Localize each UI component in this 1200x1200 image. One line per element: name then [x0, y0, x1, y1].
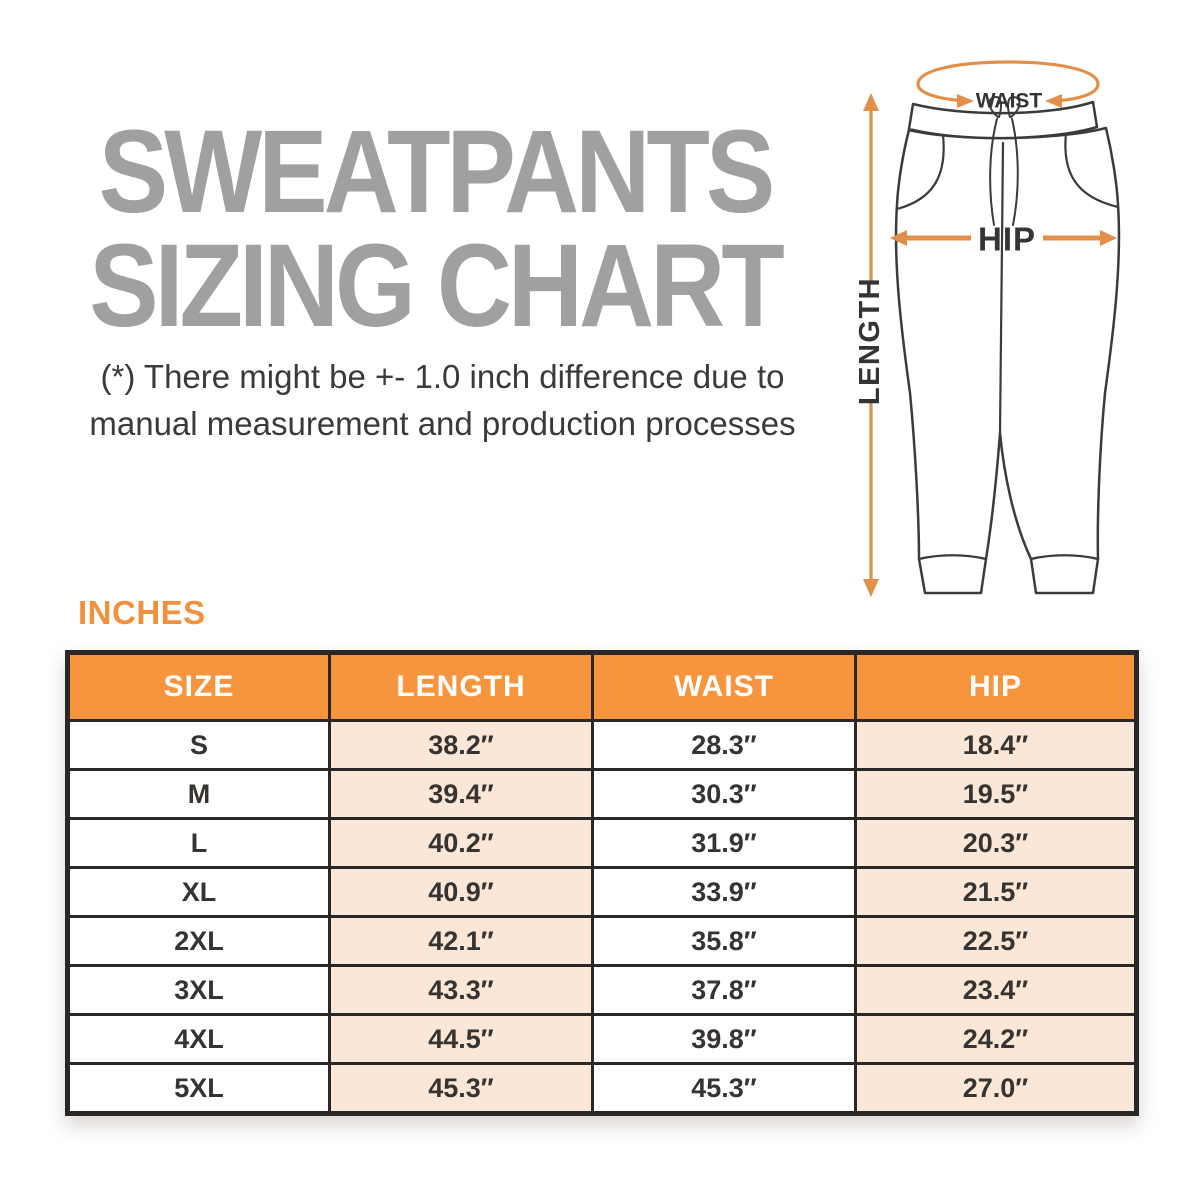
disclaimer-line-2: manual measurement and production proces…	[89, 405, 796, 442]
left-pocket-seam	[895, 133, 945, 211]
hip-cell: 21.5″	[854, 866, 1138, 918]
size-cell: XL	[66, 866, 331, 918]
hip-cell: 20.3″	[854, 817, 1138, 869]
table-row: 4XL 44.5″ 39.8″ 24.2″	[66, 1013, 1138, 1065]
size-cell: 2XL	[66, 915, 331, 967]
sweatpants-measure-diagram: WAIST HIP LENGTH	[840, 52, 1150, 604]
size-cell: 4XL	[66, 1013, 331, 1065]
length-cell: 43.3″	[328, 964, 594, 1016]
waist-cell: 37.8″	[591, 964, 857, 1016]
page-title-line-2: SIZING CHART	[89, 221, 785, 353]
length-arrow-icon	[863, 93, 879, 597]
sizing-table-body: S 38.2″ 28.3″ 18.4″ M 39.4″ 30.3″ 19.5″ …	[66, 719, 1138, 1115]
header-size: SIZE	[66, 651, 331, 722]
table-row: XL 40.9″ 33.9″ 21.5″	[66, 866, 1138, 918]
length-cell: 39.4″	[328, 768, 594, 820]
drawstring-left-loop	[988, 95, 1002, 118]
pants-silhouette	[894, 126, 1121, 595]
hip-cell: 27.0″	[854, 1062, 1138, 1115]
waist-girth-arrow-icon	[916, 60, 1100, 108]
table-row: 2XL 42.1″ 35.8″ 22.5″	[66, 915, 1138, 967]
waist-cell: 39.8″	[591, 1013, 857, 1065]
left-cuff-seam	[917, 554, 988, 561]
drawstring-right-cord	[1011, 118, 1019, 226]
hip-cell: 22.5″	[854, 915, 1138, 967]
size-cell: M	[66, 768, 331, 820]
disclaimer-line-1: (*) There might be +- 1.0 inch differenc…	[100, 358, 785, 395]
hip-cell: 24.2″	[854, 1013, 1138, 1065]
length-cell: 45.3″	[328, 1062, 594, 1115]
waist-cell: 35.8″	[591, 915, 857, 967]
waist-cell: 31.9″	[591, 817, 857, 869]
size-cell: 3XL	[66, 964, 331, 1016]
size-cell: S	[66, 719, 331, 771]
header-length: LENGTH	[328, 651, 594, 722]
hip-cell: 18.4″	[854, 719, 1138, 771]
length-label: LENGTH	[854, 277, 886, 405]
right-pocket-seam	[1064, 131, 1120, 209]
waist-cell: 28.3″	[591, 719, 857, 771]
waist-cell: 45.3″	[591, 1062, 857, 1115]
size-cell: 5XL	[66, 1062, 331, 1115]
drawstring-left-cord	[989, 118, 998, 226]
table-row: 5XL 45.3″ 45.3″ 27.0″	[66, 1062, 1138, 1115]
size-cell: L	[66, 817, 331, 869]
length-cell: 42.1″	[328, 915, 594, 967]
table-row: M 39.4″ 30.3″ 19.5″	[66, 768, 1138, 820]
hip-cell: 23.4″	[854, 964, 1138, 1016]
sweatpants-drawing: WAIST HIP LENGTH	[854, 60, 1121, 597]
length-cell: 40.9″	[328, 866, 594, 918]
waist-cell: 30.3″	[591, 768, 857, 820]
right-cuff-seam	[1029, 554, 1100, 561]
waistband	[907, 100, 1099, 140]
length-cell: 44.5″	[328, 1013, 594, 1065]
front-rise-seam	[998, 141, 1005, 435]
page-title-line-1: SWEATPANTS	[98, 106, 776, 239]
measurement-disclaimer: (*) There might be +- 1.0 inch differenc…	[25, 353, 860, 447]
hip-cell: 19.5″	[854, 768, 1138, 820]
waist-label: WAIST	[976, 90, 1043, 113]
header-hip: HIP	[854, 651, 1138, 722]
table-row: L 40.2″ 31.9″ 20.3″	[66, 817, 1138, 869]
header-waist: WAIST	[591, 651, 857, 722]
sizing-table: SIZE LENGTH WAIST HIP S 38.2″ 28.3″ 18.4…	[65, 650, 1139, 1116]
page-title: SWEATPANTS SIZING CHART	[50, 106, 820, 353]
table-row: S 38.2″ 28.3″ 18.4″	[66, 719, 1138, 771]
waist-cell: 33.9″	[591, 866, 857, 918]
hip-label: HIP	[978, 221, 1036, 258]
length-cell: 40.2″	[328, 817, 594, 869]
units-heading: INCHES	[78, 594, 206, 631]
hip-width-arrow-icon	[890, 230, 1117, 246]
table-row: 3XL 43.3″ 37.8″ 23.4″	[66, 964, 1138, 1016]
sizing-table-header: SIZE LENGTH WAIST HIP	[66, 651, 1138, 722]
header-row: SIZE LENGTH WAIST HIP	[66, 651, 1138, 722]
length-cell: 38.2″	[328, 719, 594, 771]
drawstring-right-loop	[1007, 95, 1021, 118]
